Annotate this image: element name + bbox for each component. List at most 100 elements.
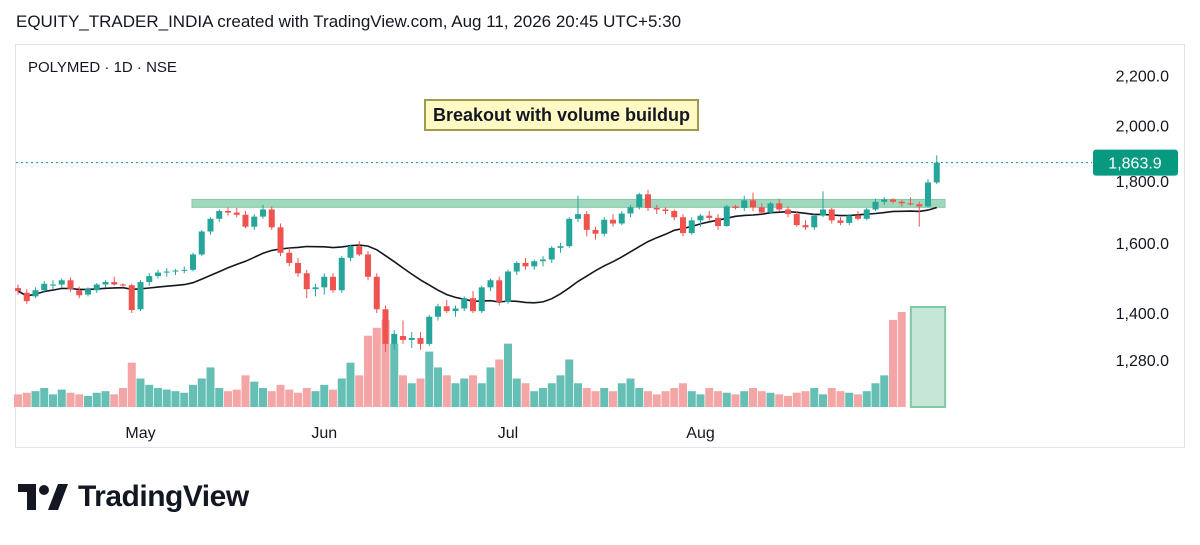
- volume-bar: [477, 383, 486, 407]
- volume-bar: [547, 383, 556, 407]
- candle-body: [347, 246, 354, 258]
- volume-bar: [862, 391, 871, 407]
- candle-body: [820, 209, 826, 216]
- candle-body: [601, 219, 608, 234]
- volume-bar: [442, 375, 451, 407]
- candle-body: [417, 337, 424, 344]
- volume-bar: [469, 375, 477, 407]
- volume-bar: [320, 384, 329, 407]
- candle-body: [933, 162, 940, 183]
- volume-bar: [521, 383, 530, 407]
- candle-body: [671, 211, 678, 218]
- volume-bar: [827, 388, 836, 407]
- volume-bar: [819, 394, 827, 407]
- volume-bar: [311, 391, 320, 407]
- volume-bar: [740, 391, 749, 407]
- volume-bar: [451, 383, 460, 407]
- brand-name: TradingView: [78, 480, 249, 513]
- volume-bar: [171, 391, 180, 407]
- volume-bar: [136, 378, 145, 407]
- candle-body: [907, 203, 914, 205]
- candle-body: [373, 276, 380, 310]
- candle-body: [863, 209, 870, 219]
- candle-body: [872, 201, 879, 210]
- candle-body: [303, 273, 310, 290]
- volume-bar: [600, 388, 609, 407]
- candle-body: [758, 207, 765, 213]
- candle-body: [548, 247, 555, 260]
- volume-bar: [232, 389, 241, 407]
- volume-bar: [14, 394, 22, 407]
- candle-body: [470, 298, 476, 312]
- candle-body: [146, 276, 153, 283]
- candle-body: [76, 290, 83, 296]
- candle-body: [172, 270, 179, 272]
- candle-body: [610, 219, 616, 224]
- candle-body: [137, 282, 144, 310]
- symbol-label: POLYMED · 1D · NSE: [28, 59, 177, 76]
- volume-bar: [854, 394, 862, 407]
- volume-bar: [75, 394, 84, 407]
- volume-bar: [836, 391, 845, 407]
- volume-bar: [889, 319, 897, 407]
- candle-body: [890, 199, 896, 202]
- volume-bar: [355, 375, 364, 407]
- x-tick-label: Aug: [686, 425, 714, 442]
- volume-bar: [714, 391, 722, 407]
- candle-body: [925, 182, 931, 207]
- volume-bar: [617, 383, 626, 407]
- volume-bar: [801, 391, 810, 407]
- volume-bar: [285, 389, 294, 407]
- volume-bar: [407, 383, 416, 407]
- candle-body: [732, 206, 739, 208]
- volume-bar: [276, 384, 285, 407]
- candle-body: [382, 309, 389, 344]
- volume-bar: [250, 381, 259, 407]
- volume-bar: [49, 394, 57, 407]
- volume-bar: [766, 392, 775, 407]
- annotation-callout: Breakout with volume buildup: [424, 99, 700, 131]
- candle-body: [260, 209, 266, 217]
- chart-frame: [15, 44, 1185, 448]
- candle-body: [645, 194, 651, 208]
- candle-body: [356, 246, 363, 255]
- volume-bar: [784, 395, 792, 407]
- volume-bar: [644, 391, 652, 407]
- candle-body: [330, 276, 336, 291]
- candle-body: [365, 254, 371, 277]
- volume-bar: [696, 394, 705, 407]
- candle-body: [163, 271, 170, 273]
- candle-body: [697, 215, 704, 221]
- candle-body: [32, 290, 39, 297]
- volume-bar: [722, 392, 731, 407]
- candle-body: [627, 207, 634, 214]
- x-tick-label: Jul: [498, 425, 518, 442]
- candle-body: [662, 209, 669, 212]
- candle-body: [750, 200, 756, 208]
- x-tick-label: May: [125, 425, 155, 442]
- volume-bar: [302, 388, 311, 407]
- candle-body: [120, 284, 126, 286]
- volume-bar: [162, 389, 171, 407]
- volume-bar: [110, 394, 119, 407]
- volume-bar: [267, 391, 276, 407]
- candle-body: [916, 204, 923, 207]
- moving-average-line: [17, 206, 938, 304]
- candle-body: [400, 336, 406, 340]
- candle-body: [408, 337, 415, 340]
- candle-body: [680, 217, 686, 234]
- candle-body: [50, 284, 56, 286]
- candle-body: [286, 252, 293, 263]
- volume-bar: [101, 391, 110, 407]
- volume-bar: [119, 388, 127, 407]
- candle-body: [881, 199, 888, 202]
- candle-body: [435, 306, 441, 317]
- volume-bar: [495, 359, 504, 407]
- volume-bar: [574, 383, 582, 407]
- volume-bar: [425, 351, 434, 407]
- candle-body: [128, 285, 135, 311]
- volume-bar: [259, 388, 267, 407]
- candle-body: [575, 214, 581, 219]
- volume-bar: [810, 388, 819, 407]
